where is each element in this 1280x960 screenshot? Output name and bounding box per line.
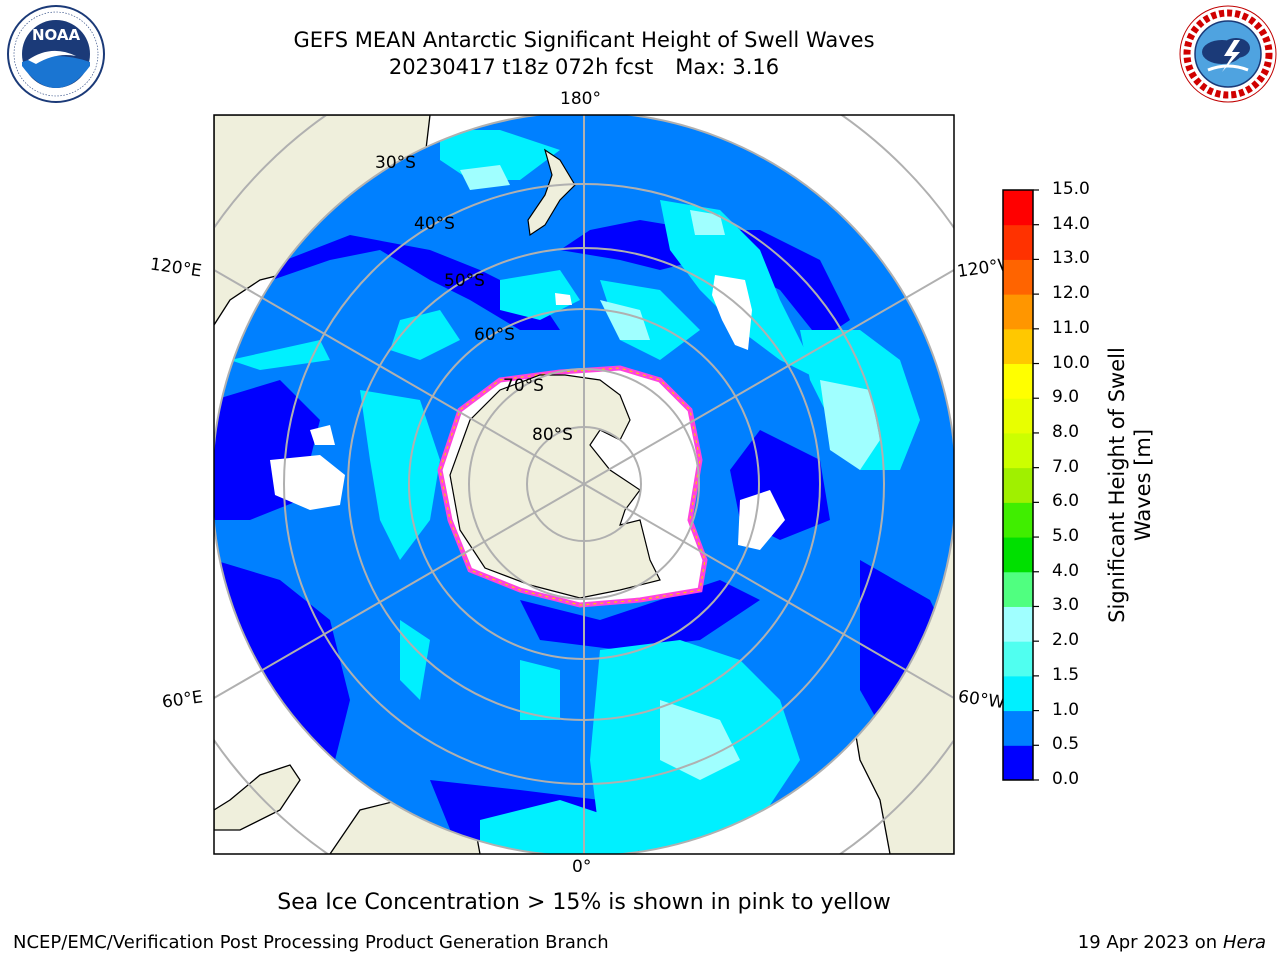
colorbar-segment [1003,675,1033,712]
colorbar-tick-label: 8.0 [1052,421,1080,442]
colorbar-tick-label: 9.0 [1052,387,1080,408]
noaa-logo: NOAA [7,5,105,103]
antarctica-land [449,374,661,599]
colorbar-segment [1003,467,1033,503]
colorbar-segment [1003,641,1033,677]
colorbar-tick-label: 6.0 [1052,491,1080,512]
colorbar-tick-label: 2.0 [1052,630,1080,651]
footer-credit: NCEP/EMC/Verification Post Processing Pr… [13,932,609,953]
colorbar-tick-label: 10.0 [1052,352,1090,373]
lat-label-70: 70°S [503,376,544,396]
sea-ice-caption: Sea Ice Concentration > 15% is shown in … [277,890,891,915]
colorbar-label-line2: Waves [m] [1131,428,1155,542]
colorbar-segment [1003,432,1033,469]
missing-data [270,275,785,550]
colorbar-segment [1003,606,1033,642]
colorbar-segment [1003,363,1033,399]
colorbar-segment [1003,398,1033,434]
lat-label-40: 40°S [414,214,455,234]
colorbar-segment [1003,294,1033,330]
colorbar-segment [1003,328,1033,365]
colorbar-tick-label: 4.0 [1052,560,1080,581]
colorbar-tick-label: 0.5 [1052,734,1080,755]
colorbar-tick-label: 13.0 [1052,248,1090,269]
colorbar-segment [1003,259,1033,295]
lat-label-80: 80°S [532,425,573,445]
colorbar-tick-label: 3.0 [1052,595,1080,616]
colorbar-tick-label: 12.0 [1052,283,1090,304]
lat-label-60: 60°S [474,325,515,345]
new-zealand [527,148,576,237]
lon-label-top: 180° [560,89,601,109]
nws-logo [1179,5,1277,103]
title-line-2: 20230417 t18z 072h fcst Max: 3.16 [214,54,954,80]
colorbar-segment [1003,502,1033,538]
lat-label-50: 50°S [444,271,485,291]
swell-high [460,165,880,780]
max-value: Max: 3.16 [675,55,780,79]
footer-date-text: 19 Apr 2023 on [1077,932,1223,953]
map-frame [213,114,955,855]
colorbar-segment [1003,745,1033,781]
lat-label-30: 30°S [375,153,416,173]
noaa-logo-text: NOAA [32,26,81,44]
title-line-1: GEFS MEAN Antarctic Significant Height o… [293,28,875,52]
graticule [214,115,954,854]
colorbar-segment [1003,710,1033,746]
footer-host: Hera [1222,932,1266,953]
colorbar-tick-label: 14.0 [1052,213,1090,234]
colorbar-label: Significant Height of Swell Waves [m] [1104,325,1156,645]
colorbar-tick-label: 7.0 [1052,456,1080,477]
colorbar-tick-label: 15.0 [1052,179,1090,199]
colorbar-segment [1003,224,1033,260]
colorbar-tick-label: 1.0 [1052,699,1080,720]
colorbar-segment [1003,190,1033,226]
colorbar-label-line1: Significant Height of Swell [1105,347,1129,623]
colorbar-tick-label: 0.0 [1052,769,1080,789]
colorbar-segment [1003,537,1033,573]
footer-date: 19 Apr 2023 on Hera [1078,932,1266,953]
colorbar-segment [1003,571,1033,607]
colorbar-tick-label: 11.0 [1052,317,1090,338]
colorbar-frame [1002,189,1034,781]
lon-label-bottom: 0° [572,857,592,877]
forecast-date: 20230417 t18z 072h fcst [388,55,654,79]
colorbar-tick-label: 1.5 [1052,664,1080,685]
sea-ice-edge [437,365,708,608]
colorbar-tick-label: 5.0 [1052,526,1080,547]
